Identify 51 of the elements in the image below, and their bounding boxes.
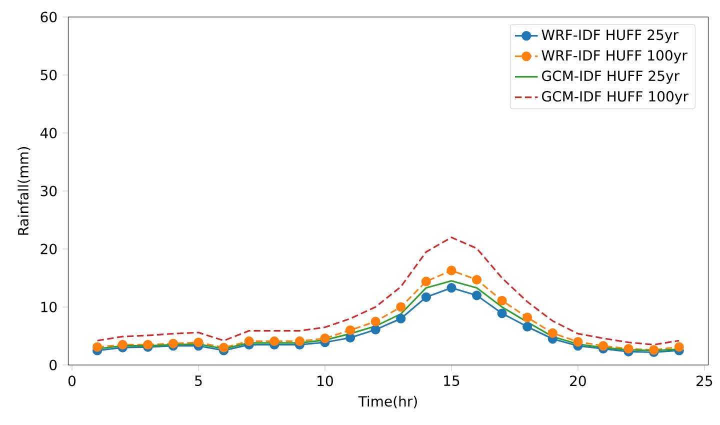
legend-label: GCM-IDF HUFF 100yr <box>542 91 688 104</box>
x-tick-label: 0 <box>68 376 76 386</box>
point <box>624 344 634 354</box>
point <box>598 341 608 351</box>
x-axis-title: Time(hr) <box>358 396 417 408</box>
point <box>270 336 280 346</box>
point <box>92 342 102 352</box>
point <box>218 342 229 352</box>
point <box>446 266 456 276</box>
point <box>370 324 380 334</box>
point <box>345 325 356 335</box>
point <box>168 338 178 348</box>
point <box>497 296 507 306</box>
y-tick-label: 30 <box>40 186 57 196</box>
point <box>446 283 456 293</box>
point <box>421 276 431 286</box>
legend-label: WRF-IDF HUFF 25yr <box>542 30 678 43</box>
point <box>118 340 128 350</box>
x-tick-label: 5 <box>195 376 202 386</box>
point <box>396 314 406 324</box>
point <box>345 332 356 343</box>
legend-label: WRF-IDF HUFF 100yr <box>542 50 688 64</box>
point <box>472 290 482 300</box>
point <box>421 292 431 302</box>
point <box>320 334 330 344</box>
point <box>370 316 380 326</box>
point <box>294 336 304 346</box>
point <box>649 345 659 355</box>
point <box>522 322 532 332</box>
x-tick-label: 20 <box>570 376 586 386</box>
point <box>472 274 482 285</box>
point <box>244 336 254 346</box>
y-tick-label: 0 <box>50 360 57 370</box>
y-tick-label: 60 <box>40 12 57 22</box>
point <box>573 337 583 347</box>
point <box>143 340 153 350</box>
point <box>674 342 684 352</box>
y-axis-title: Rainfall(mm) <box>18 147 30 235</box>
y-tick-label: 20 <box>40 244 57 254</box>
x-tick-label: 10 <box>318 376 333 386</box>
point <box>522 312 532 322</box>
y-tick-label: 10 <box>41 302 57 312</box>
legend-label: GCM-IDF HUFF 25yr <box>542 70 680 84</box>
point <box>548 328 558 338</box>
point <box>194 338 204 348</box>
x-tick-label: 25 <box>696 376 712 386</box>
point <box>497 308 507 318</box>
y-tick-label: 50 <box>40 70 57 80</box>
y-tick-label: 40 <box>40 128 57 138</box>
x-tick-label: 15 <box>444 376 460 386</box>
point <box>396 302 406 312</box>
